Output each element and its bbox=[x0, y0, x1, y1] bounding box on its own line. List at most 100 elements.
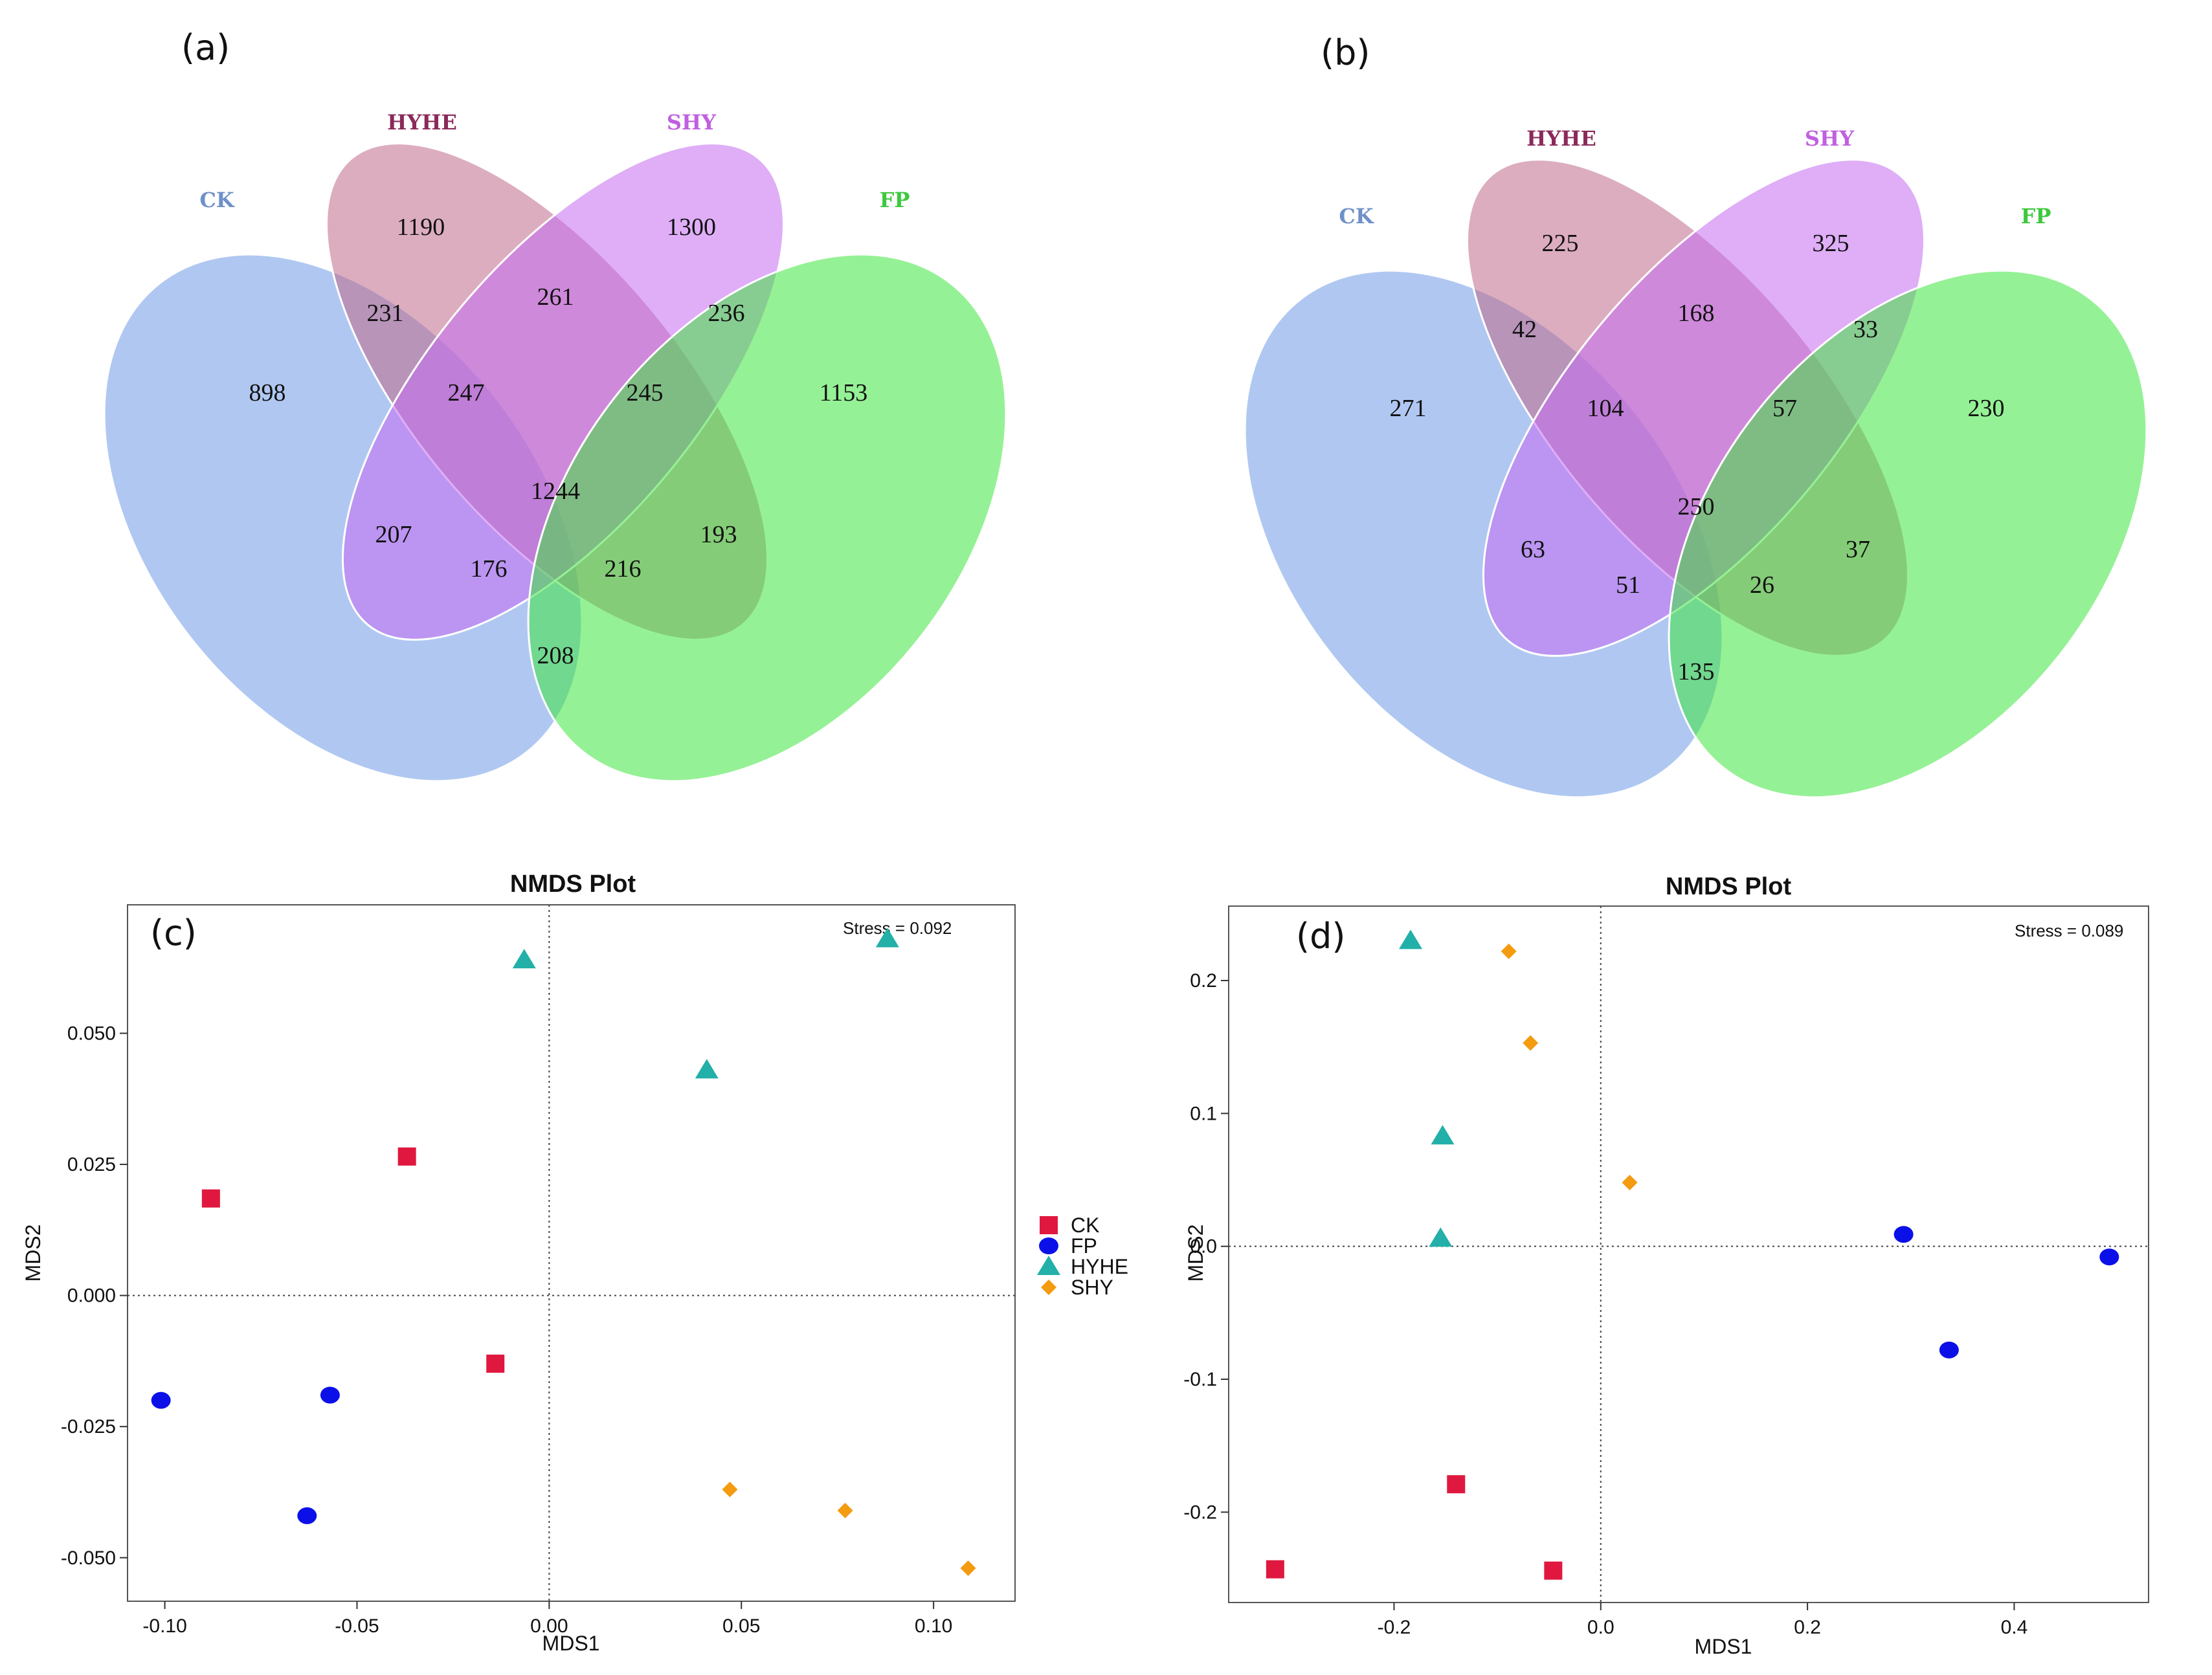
nmds-c-point-hyhe bbox=[695, 1059, 719, 1079]
nmds-c-point-shy bbox=[960, 1560, 976, 1576]
venn-a-count-ck-hyhe: 231 bbox=[367, 300, 404, 327]
nmds-c-point-ck bbox=[486, 1354, 505, 1373]
nmds-c-point-shy bbox=[722, 1481, 738, 1498]
nmds-d-point-hyhe bbox=[1431, 1125, 1455, 1145]
venn-a-count-hyhe-fp: 193 bbox=[700, 521, 737, 548]
venn-b-count-hyhe: 225 bbox=[1542, 230, 1579, 257]
nmds-d-ytick-label: 0.0 bbox=[1190, 1236, 1217, 1258]
nmds-c-xtick-label: 0.10 bbox=[915, 1615, 952, 1637]
venn-a-count-shy-fp: 236 bbox=[708, 300, 745, 327]
legend-label-ck: CK bbox=[1071, 1214, 1099, 1237]
nmds-d-point-fp bbox=[2099, 1248, 2119, 1266]
panel-a-tag: (a) bbox=[181, 27, 230, 68]
panel-d-tag: (d) bbox=[1296, 916, 1345, 957]
venn-panel-a: (a) CK HYHE SHY FP 898 1190 1300 1153 231 261 236… bbox=[103, 27, 1007, 782]
nmds-d-xtick-label: 0.4 bbox=[2001, 1617, 2028, 1638]
venn-b-count-hyhe-shy: 168 bbox=[1678, 300, 1715, 327]
nmds-c-title: NMDS Plot bbox=[510, 871, 636, 898]
nmds-d-point-shy bbox=[1523, 1035, 1539, 1051]
nmds-d-xlabel: MDS1 bbox=[1695, 1635, 1752, 1658]
venn-a-count-ck-shy-fp: 176 bbox=[471, 555, 508, 582]
venn-b-ellipses bbox=[1244, 159, 2148, 799]
nmds-d-ylabel: MDS2 bbox=[1184, 1225, 1207, 1282]
nmds-c-ytick-label: -0.050 bbox=[61, 1547, 116, 1569]
venn-b-count-ck-shy-fp: 51 bbox=[1616, 571, 1640, 599]
venn-a-ellipses bbox=[103, 142, 1007, 782]
nmds-d-xtick-label: -0.2 bbox=[1378, 1617, 1411, 1638]
nmds-c-point-fp bbox=[320, 1386, 340, 1404]
venn-a-ellipse-fp bbox=[527, 253, 1007, 782]
venn-a-count-fp: 1153 bbox=[820, 379, 868, 406]
venn-b-label-fp: FP bbox=[2021, 204, 2051, 228]
venn-b-count-ck-hyhe-fp: 26 bbox=[1750, 571, 1774, 599]
nmds-d-point-fp bbox=[1939, 1341, 1959, 1359]
nmds-d-stress: Stress = 0.089 bbox=[2015, 921, 2123, 940]
venn-a-count-ck-shy: 207 bbox=[375, 521, 412, 548]
venn-b-count-ck-hyhe: 42 bbox=[1512, 316, 1537, 343]
nmds-c-stress: Stress = 0.092 bbox=[843, 918, 952, 938]
venn-b-count-shy-fp: 33 bbox=[1853, 316, 1878, 343]
nmds-d-point-shy bbox=[1501, 943, 1517, 959]
nmds-d-ytick-label: -0.1 bbox=[1183, 1369, 1217, 1390]
venn-a-label-fp: FP bbox=[880, 188, 910, 212]
nmds-c-xtick-label: 0.00 bbox=[530, 1615, 568, 1637]
venn-a-label-ck: CK bbox=[199, 188, 234, 212]
nmds-c-ticks: -0.10 -0.05 0.00 0.05 0.10 -0.050 -0.025 0.000 0… bbox=[61, 1023, 952, 1637]
nmds-d-point-ck bbox=[1266, 1560, 1284, 1579]
nmds-c-reference-lines bbox=[128, 905, 1015, 1601]
legend-key-hyhe bbox=[1037, 1256, 1060, 1275]
legend-key-ck bbox=[1040, 1216, 1058, 1234]
nmds-d-point-shy bbox=[1622, 1175, 1638, 1191]
venn-b-count-ck-fp: 135 bbox=[1678, 658, 1715, 685]
nmds-c-point-shy bbox=[837, 1502, 853, 1518]
nmds-c-ytick-label: 0.025 bbox=[67, 1154, 116, 1175]
venn-a-count-ck-hyhe-shy: 247 bbox=[448, 379, 485, 406]
panel-b-tag: (b) bbox=[1321, 32, 1370, 73]
venn-a-count-hyhe: 1190 bbox=[397, 214, 445, 241]
venn-a-set-labels: CK HYHE SHY FP bbox=[199, 110, 910, 212]
legend-key-fp bbox=[1039, 1237, 1058, 1254]
venn-b-count-hyhe-shy-fp: 57 bbox=[1772, 395, 1797, 422]
venn-b-count-ck-hyhe-shy: 104 bbox=[1587, 395, 1624, 422]
nmds-c-xtick-label: 0.05 bbox=[722, 1615, 760, 1637]
nmds-c-point-hyhe bbox=[512, 949, 536, 969]
nmds-d-xtick-label: 0.0 bbox=[1587, 1617, 1614, 1638]
nmds-d-xtick-label: 0.2 bbox=[1794, 1617, 1821, 1638]
nmds-d-ytick-label: 0.1 bbox=[1190, 1103, 1217, 1124]
nmds-c-point-hyhe bbox=[875, 927, 899, 948]
nmds-panel-d: NMDS Plot (d) Stress = 0.089 MDS1 MDS2 -… bbox=[1183, 873, 2149, 1658]
venn-a-count-ck-hyhe-shy-fp: 1244 bbox=[531, 478, 580, 505]
legend-key-shy bbox=[1041, 1280, 1056, 1295]
nmds-d-title: NMDS Plot bbox=[1666, 873, 1792, 900]
venn-b-label-shy: SHY bbox=[1805, 126, 1855, 151]
nmds-c-point-fp bbox=[151, 1392, 171, 1409]
nmds-d-point-ck bbox=[1544, 1561, 1563, 1580]
nmds-d-point-ck bbox=[1447, 1475, 1466, 1494]
nmds-c-ylabel: MDS2 bbox=[21, 1225, 45, 1282]
nmds-d-frame bbox=[1228, 905, 2149, 1603]
nmds-d-points bbox=[1266, 929, 2119, 1580]
nmds-c-point-ck bbox=[397, 1147, 416, 1166]
venn-b-counts: 271 225 325 230 42 168 33 104 57 250 63 37 51 26 135 bbox=[1390, 230, 2005, 685]
venn-panel-b: (b) CK HYHE SHY FP 271 225 325 230 42 168 33 104 57… bbox=[1244, 32, 2148, 799]
nmds-c-xlabel: MDS1 bbox=[542, 1632, 600, 1655]
venn-b-count-fp: 230 bbox=[1968, 395, 2005, 422]
venn-b-label-hyhe: HYHE bbox=[1526, 126, 1596, 151]
venn-b-count-ck-hyhe-shy-fp: 250 bbox=[1678, 493, 1715, 520]
legend-label-fp: FP bbox=[1071, 1234, 1097, 1258]
venn-a-count-ck: 898 bbox=[249, 379, 286, 406]
venn-a-label-hyhe: HYHE bbox=[387, 110, 457, 135]
venn-b-label-ck: CK bbox=[1339, 204, 1374, 228]
nmds-c-ytick-label: 0.050 bbox=[67, 1023, 116, 1045]
nmds-d-ticks: -0.2 0.0 0.2 0.4 -0.2 -0.1 0.0 0.1 0.2 bbox=[1183, 970, 2028, 1638]
venn-a-count-ck-hyhe-fp: 216 bbox=[605, 555, 642, 582]
nmds-c-points bbox=[151, 927, 976, 1576]
nmds-d-point-hyhe bbox=[1429, 1227, 1453, 1247]
venn-a-label-shy: SHY bbox=[667, 110, 717, 135]
venn-b-count-ck: 271 bbox=[1390, 395, 1427, 422]
venn-a-count-hyhe-shy: 261 bbox=[537, 283, 574, 311]
nmds-c-point-fp bbox=[297, 1507, 317, 1524]
nmds-c-frame bbox=[127, 904, 1016, 1602]
